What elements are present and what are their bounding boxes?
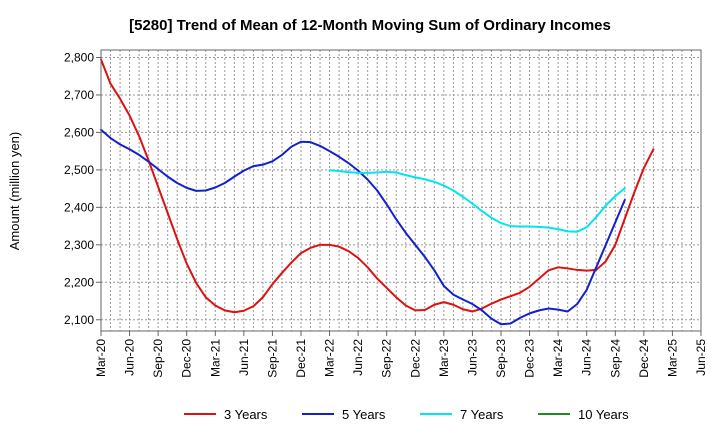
x-tick-label: Jun-22 xyxy=(351,339,365,376)
x-tick-label: Dec-22 xyxy=(408,339,422,378)
y-axis-label: Amount (million yen) xyxy=(7,132,22,251)
y-tick-label: 2,500 xyxy=(64,163,94,177)
series-line-7-years xyxy=(328,169,626,233)
y-tick-label: 2,200 xyxy=(64,275,94,289)
x-tick-label: Mar-24 xyxy=(551,339,565,377)
x-tick-label: Sep-20 xyxy=(151,339,165,378)
x-tick-label: Dec-21 xyxy=(294,339,308,378)
x-tick-label: Jun-23 xyxy=(465,339,479,376)
y-tick-label: 2,400 xyxy=(64,200,94,214)
legend-label: 5 Years xyxy=(342,407,386,422)
legend-label: 10 Years xyxy=(578,407,629,422)
x-tick-label: Dec-20 xyxy=(180,339,194,378)
x-tick-label: Mar-21 xyxy=(208,339,222,377)
x-tick-label: Mar-23 xyxy=(437,339,451,377)
x-tick-label: Mar-22 xyxy=(323,339,337,377)
x-tick-label: Jun-24 xyxy=(580,339,594,376)
x-tick-label: Jun-20 xyxy=(123,339,137,376)
x-tick-label: Mar-20 xyxy=(94,339,108,377)
x-tick-label: Jun-25 xyxy=(694,339,708,376)
y-tick-label: 2,600 xyxy=(64,125,94,139)
y-tick-label: 2,300 xyxy=(64,238,94,252)
y-axis: 2,100 2,200 2,300 2,400 2,500 2,600 2,700 2,800 xyxy=(64,50,101,327)
series-layer xyxy=(100,58,655,326)
legend-label: 3 Years xyxy=(224,407,268,422)
series-line-5-years xyxy=(100,128,626,326)
legend: 3 Years 5 Years 7 Years 10 Years xyxy=(184,407,629,422)
y-tick-label: 2,700 xyxy=(64,88,94,102)
x-tick-label: Dec-23 xyxy=(523,339,537,378)
series-line-3-years xyxy=(100,58,655,314)
x-tick-label: Sep-22 xyxy=(380,339,394,378)
chart-title: [5280] Trend of Mean of 12-Month Moving … xyxy=(129,17,611,34)
x-axis: Mar-20 Jun-20 Sep-20 Dec-20 Mar-21 Jun-21 Sep-… xyxy=(94,331,708,378)
y-tick-label: 2,100 xyxy=(64,313,94,327)
x-tick-label: Sep-24 xyxy=(608,339,622,378)
x-tick-label: Dec-24 xyxy=(637,339,651,378)
y-tick-label: 2,800 xyxy=(64,50,94,64)
x-tick-label: Sep-21 xyxy=(265,339,279,378)
legend-label: 7 Years xyxy=(460,407,504,422)
x-tick-label: Sep-23 xyxy=(494,339,508,378)
x-tick-label: Jun-21 xyxy=(237,339,251,376)
grid xyxy=(101,50,701,331)
plot-frame xyxy=(100,49,702,332)
x-tick-label: Mar-25 xyxy=(665,339,679,377)
